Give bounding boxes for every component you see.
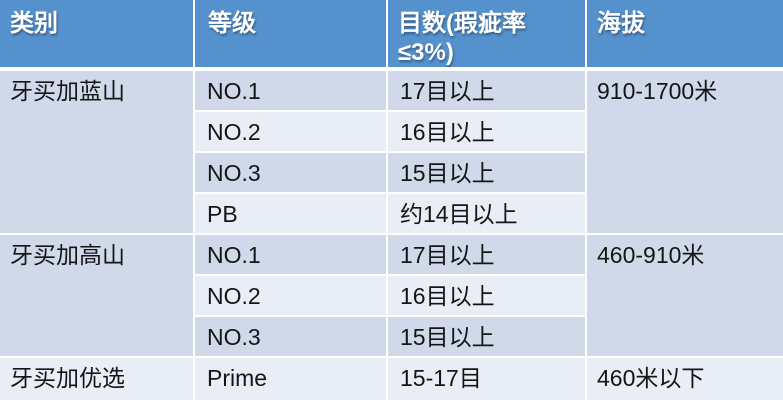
altitude-cell: 460-910米	[587, 235, 783, 358]
grade-cell: NO.1	[195, 235, 388, 276]
mesh-cell: 15-17目	[388, 358, 587, 400]
grade-cell: Prime	[195, 358, 388, 400]
header-mesh: 目数(瑕疵率 ≤3%)	[388, 0, 587, 71]
header-mesh-line1: 目数(瑕疵率	[398, 10, 526, 37]
table-row: NO.2 16目以上	[0, 112, 783, 153]
mesh-cell: 15目以上	[388, 153, 587, 194]
mesh-cell: 15目以上	[388, 317, 587, 358]
mesh-cell: 16目以上	[388, 112, 587, 153]
mesh-cell: 17目以上	[388, 71, 587, 112]
header-altitude: 海拔	[587, 0, 783, 71]
category-cell: 牙买加蓝山	[0, 71, 195, 235]
table-header-row: 类别 等级 目数(瑕疵率 ≤3%) 海拔	[0, 0, 783, 71]
table-row: 牙买加优选 Prime 15-17目 460米以下	[0, 358, 783, 400]
table-row: PB 约14目以上	[0, 194, 783, 235]
altitude-cell: 910-1700米	[587, 71, 783, 235]
header-mesh-line2: ≤3%)	[398, 39, 454, 66]
grade-cell: NO.3	[195, 317, 388, 358]
table-row: 牙买加蓝山 NO.1 17目以上 910-1700米	[0, 71, 783, 235]
grade-cell: NO.1	[195, 71, 388, 112]
mesh-cell: 17目以上	[388, 235, 587, 276]
altitude-cell: 460米以下	[587, 358, 783, 400]
mesh-cell: 16目以上	[388, 276, 587, 317]
table-row: NO.3 15目以上	[0, 153, 783, 194]
grade-cell: NO.2	[195, 276, 388, 317]
header-category: 类别	[0, 0, 195, 71]
grade-cell: NO.3	[195, 153, 388, 194]
category-cell: 牙买加优选	[0, 358, 195, 400]
table-row: NO.3 15目以上	[0, 317, 783, 358]
grade-cell: NO.2	[195, 112, 388, 153]
table-row: 牙买加高山 NO.1 17目以上 460-910米	[0, 235, 783, 358]
table-row: NO.2 16目以上	[0, 276, 783, 317]
header-grade: 等级	[195, 0, 388, 71]
category-cell: 牙买加高山	[0, 235, 195, 358]
grade-cell: PB	[195, 194, 388, 235]
mesh-cell: 约14目以上	[388, 194, 587, 235]
